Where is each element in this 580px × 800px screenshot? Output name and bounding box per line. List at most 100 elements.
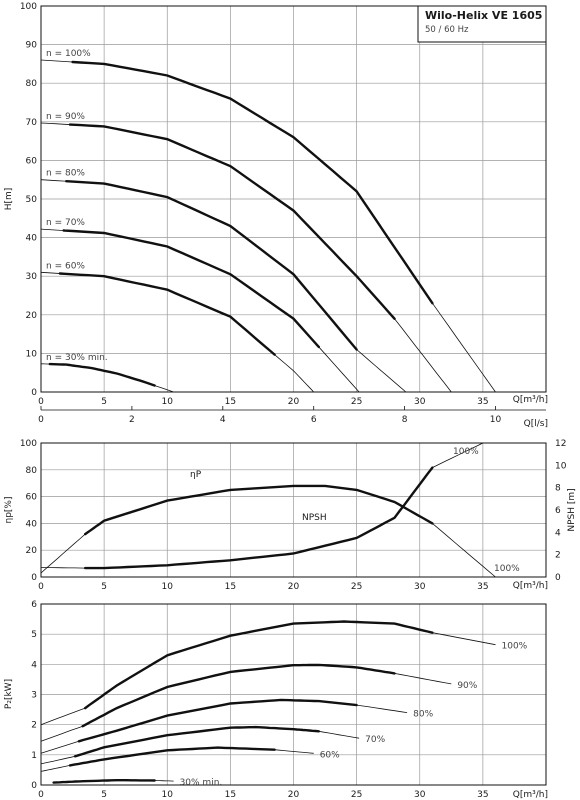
head-xtick-label: 20 xyxy=(288,397,300,407)
eff-xtick-label: 20 xyxy=(288,582,300,592)
eff-xtick-label: 10 xyxy=(162,582,174,592)
head-xtick-label: 25 xyxy=(351,397,362,407)
eff-ytick-label: 40 xyxy=(26,519,38,529)
title-box: Wilo-Helix VE 1605 50 / 60 Hz xyxy=(417,5,547,43)
power-xtick-label: 15 xyxy=(225,790,236,800)
power-xtick-label: 35 xyxy=(477,790,488,800)
power-ytick-label: 2 xyxy=(31,721,37,731)
power-curve-bold-line xyxy=(84,620,434,710)
npsh-ytick-label: 8 xyxy=(555,484,561,494)
eff-ytick-label: 100 xyxy=(20,439,37,449)
eff-ytick-label: 80 xyxy=(26,466,38,476)
power-curve-label: 100% xyxy=(502,642,528,652)
head-curve-thin-line xyxy=(40,59,496,393)
npsh-ytick-label: 4 xyxy=(555,528,561,538)
power-ytick-label: 6 xyxy=(31,600,37,610)
eff-xtick-label: 15 xyxy=(225,582,236,592)
power-curve-bold-line xyxy=(77,698,358,743)
eff-ytick-label: 60 xyxy=(26,493,38,503)
head-curve-thin-line xyxy=(40,363,174,393)
eff-xtick-label: 25 xyxy=(351,582,362,592)
npsh-curve-thin-line xyxy=(40,442,484,569)
power-xtick-label: 25 xyxy=(351,790,362,800)
head-xtick-label: 0 xyxy=(38,397,44,407)
power-ytick-label: 5 xyxy=(31,630,37,640)
eff-ytick-label: 20 xyxy=(26,546,38,556)
head-curve xyxy=(40,122,452,393)
head-ytick-label: 80 xyxy=(26,79,38,89)
flow-ls-tick-label: 4 xyxy=(220,415,226,425)
head-ytick-label: 10 xyxy=(26,349,38,359)
title-box-frame xyxy=(417,5,547,43)
head-curve-thin-line xyxy=(40,271,314,393)
power-curve-bold-line xyxy=(73,725,320,758)
head-curve xyxy=(40,271,314,393)
eff-xtick-label: 30 xyxy=(414,582,426,592)
head-curve-label: n = 60% xyxy=(46,261,85,271)
eff-xtick-label: 5 xyxy=(101,582,107,592)
head-curve-bold-line xyxy=(48,362,156,387)
power-curve xyxy=(40,698,408,754)
npsh-ytick-label: 0 xyxy=(555,573,561,583)
head-ytick-label: 20 xyxy=(26,311,38,321)
head-ytick-label: 50 xyxy=(26,195,38,205)
power-curve-thin-line xyxy=(40,699,408,754)
eff-frame xyxy=(40,442,547,578)
flow-ls-tick-label: 8 xyxy=(402,415,408,425)
head-curve-label: n = 100% xyxy=(46,49,91,59)
npsh-ytick-label: 12 xyxy=(555,439,566,449)
head-xtick-label: 30 xyxy=(414,397,426,407)
head-ytick-label: 90 xyxy=(26,41,38,51)
efficiency-ylabel: ηp[%] xyxy=(4,497,14,524)
head-xtick-label: 35 xyxy=(477,397,488,407)
flow-ls-label: Q[l/s] xyxy=(524,419,548,429)
head-curve-label: n = 70% xyxy=(46,218,85,228)
head-curve-bold-line xyxy=(68,123,396,320)
head-curve-label: n = 30% min. xyxy=(46,353,108,363)
power-curve-label: 90% xyxy=(457,681,477,691)
head-xlabel: Q[m³/h] xyxy=(513,395,548,405)
power-curve xyxy=(40,725,360,765)
efficiency-curve-bold-line xyxy=(84,484,434,536)
power-curve-bold-line xyxy=(81,663,396,728)
power-xtick-label: 30 xyxy=(414,790,426,800)
flow-ls-tick-label: 0 xyxy=(38,415,44,425)
npsh-ytick-label: 6 xyxy=(555,506,561,516)
power-curve-label: 30% min. xyxy=(180,778,223,788)
power-xtick-label: 20 xyxy=(288,790,300,800)
efficiency-curve xyxy=(40,484,496,578)
eff-xtick-label: 35 xyxy=(477,582,488,592)
npsh-100-label: 100% xyxy=(453,447,479,457)
power-curve-thin-line xyxy=(40,726,360,765)
efficiency-xlabel: Q[m³/h] xyxy=(513,581,548,591)
power-curve-label: 80% xyxy=(413,710,433,720)
head-curve xyxy=(40,59,496,393)
npsh-curve xyxy=(40,442,484,570)
eff-grid xyxy=(41,442,546,578)
npsh-ytick-label: 10 xyxy=(555,461,567,471)
power-ytick-label: 1 xyxy=(31,751,37,761)
head-xtick-label: 10 xyxy=(162,397,174,407)
efficiency-curve-label: ηP xyxy=(190,470,202,480)
npsh-ylabel: NPSH [m] xyxy=(567,488,577,531)
power-frame xyxy=(40,603,547,786)
power-xtick-label: 10 xyxy=(162,790,174,800)
head-ytick-label: 0 xyxy=(31,388,37,398)
head-ylabel: H[m] xyxy=(4,188,14,211)
title-box-title: Wilo-Helix VE 1605 xyxy=(425,9,542,22)
power-curve xyxy=(40,663,452,742)
title-box-subtitle: 50 / 60 Hz xyxy=(425,25,469,35)
head-curve-bold-line xyxy=(65,180,358,351)
head-ytick-label: 60 xyxy=(26,156,38,166)
head-curve xyxy=(40,228,360,393)
head-xtick-label: 5 xyxy=(101,397,107,407)
head-curve-label: n = 90% xyxy=(46,112,85,122)
head-ytick-label: 70 xyxy=(26,118,38,128)
head-frame xyxy=(40,5,547,393)
head-ytick-label: 40 xyxy=(26,234,38,244)
power-curve-label: 60% xyxy=(320,750,340,760)
power-ytick-label: 0 xyxy=(31,781,37,791)
power-ylabel: P₂[kW] xyxy=(4,679,14,709)
power-xtick-label: 0 xyxy=(38,790,44,800)
head-curve xyxy=(40,179,407,393)
